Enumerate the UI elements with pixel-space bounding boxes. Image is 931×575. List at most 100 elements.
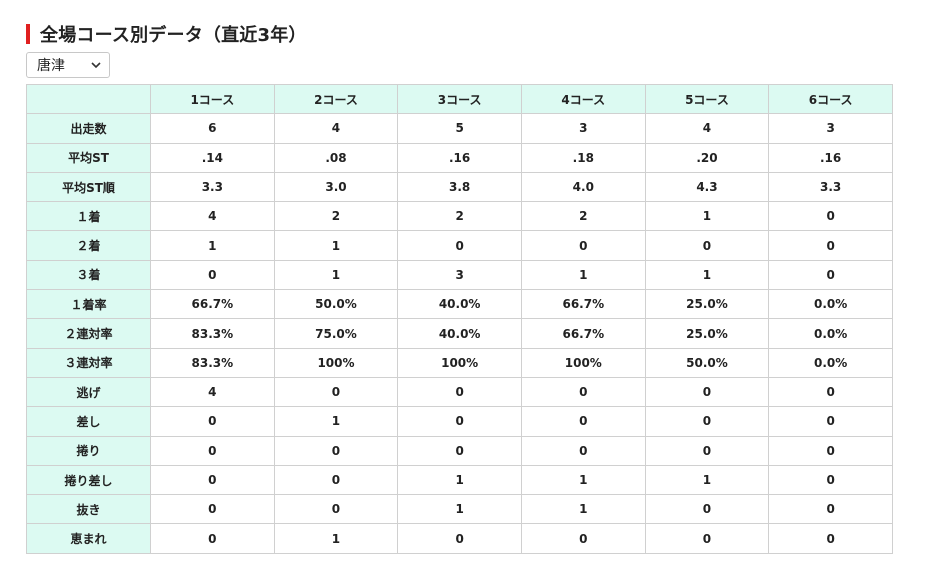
table-cell: 0 — [520, 230, 646, 261]
table-body: 出走数 6 4 5 3 4 3 平均ST .14.08.16.18.20.16 平均ST順 3.3 3… — [26, 113, 893, 554]
column-header: 3コース — [397, 83, 522, 115]
table-cell: .16 — [397, 142, 522, 173]
table-cell: 1 — [644, 201, 770, 232]
table-cell: 0 — [150, 435, 275, 466]
table-cell: 0 — [273, 376, 399, 408]
table-cell: 1 — [520, 259, 646, 291]
table-cell: 0 — [644, 376, 770, 408]
table-cell: .14 — [150, 142, 275, 173]
column-header: 4コース — [520, 83, 646, 115]
table-cell: 4 — [644, 113, 770, 144]
venue-select-value: 唐津 — [37, 58, 65, 74]
column-header: 2コース — [273, 83, 399, 115]
table-cell: 3 — [520, 113, 646, 144]
table-row: 逃げ 4 0 0 0 0 0 — [26, 376, 893, 408]
table-cell: 100% — [520, 347, 646, 378]
row-header: 平均ST順 — [26, 171, 151, 203]
venue-select[interactable]: 唐津 — [26, 52, 110, 78]
table-cell: 40.0% — [397, 318, 522, 349]
table-cell: 1 — [273, 406, 399, 437]
table-cell: 0.0% — [768, 318, 893, 349]
table-cell: 1 — [273, 230, 399, 261]
row-header: ２着 — [26, 230, 151, 261]
table-cell: 0.0% — [768, 289, 893, 320]
row-header: ３着 — [26, 259, 151, 291]
page-title: 全場コース別データ（直近3年） — [40, 25, 307, 46]
row-header: 逃げ — [26, 376, 151, 408]
row-header: ２連対率 — [26, 318, 151, 349]
table-cell: 0 — [768, 230, 893, 261]
table-row: ２連対率 83.3% 75.0% 40.0% 66.7% 25.0% 0.0% — [26, 318, 893, 349]
table-cell: 0 — [397, 406, 522, 437]
table-cell: 4 — [150, 201, 275, 232]
table-row: 恵まれ 0 1 0 0 0 0 — [26, 523, 893, 554]
table-cell: 0 — [150, 523, 275, 554]
table-cell: 3.0 — [273, 171, 399, 203]
row-header: 捲り差し — [26, 464, 151, 496]
table-row: 捲り差し 0 0 1 1 1 0 — [26, 464, 893, 496]
table-cell: 1 — [273, 259, 399, 291]
table-cell: 1 — [397, 464, 522, 496]
table-cell: 3.8 — [397, 171, 522, 203]
table-cell: 100% — [273, 347, 399, 378]
table-cell: .16 — [768, 142, 893, 173]
table-cell: 0 — [520, 523, 646, 554]
table-row: 出走数 6 4 5 3 4 3 — [26, 113, 893, 144]
row-header: 抜き — [26, 494, 151, 525]
column-header: 5コース — [644, 83, 770, 115]
table-cell: 1 — [644, 259, 770, 291]
table-cell: 0 — [273, 435, 399, 466]
table-cell: 40.0% — [397, 289, 522, 320]
table-cell: 50.0% — [644, 347, 770, 378]
table-row: 抜き 0 0 1 1 0 0 — [26, 494, 893, 525]
table-cell: 1 — [150, 230, 275, 261]
table-cell: 0.0% — [768, 347, 893, 378]
row-header: 恵まれ — [26, 523, 151, 554]
table-cell: 66.7% — [520, 289, 646, 320]
course-data-table: 1コース 2コース 3コース 4コース 5コース 6コース 出走数 6 4 5 3 4 3 平… — [26, 83, 893, 554]
table-cell: 3 — [397, 259, 522, 291]
table-cell: 0 — [520, 435, 646, 466]
table-cell: 1 — [520, 494, 646, 525]
table-cell: 0 — [644, 230, 770, 261]
table-cell: 50.0% — [273, 289, 399, 320]
title-accent-bar — [26, 24, 30, 44]
table-cell: 83.3% — [150, 347, 275, 378]
table-cell: 0 — [644, 523, 770, 554]
table-cell: 4 — [273, 113, 399, 144]
table-cell: .18 — [520, 142, 646, 173]
table-cell: 2 — [520, 201, 646, 232]
table-row: ３連対率 83.3% 100% 100% 100% 50.0% 0.0% — [26, 347, 893, 378]
table-cell: 2 — [273, 201, 399, 232]
table-row: １着 4 2 2 2 1 0 — [26, 201, 893, 232]
table-cell: 4.3 — [644, 171, 770, 203]
table-cell: 66.7% — [150, 289, 275, 320]
table-cell: 6 — [150, 113, 275, 144]
table-row: 平均ST順 3.3 3.0 3.8 4.0 4.3 3.3 — [26, 171, 893, 203]
row-header: 差し — [26, 406, 151, 437]
table-row: 差し 0 1 0 0 0 0 — [26, 406, 893, 437]
table-cell: 3.3 — [768, 171, 893, 203]
table-cell: 0 — [768, 259, 893, 291]
table-cell: 0 — [644, 494, 770, 525]
table-row: ３着 0 1 3 1 1 0 — [26, 259, 893, 291]
table-cell: 0 — [768, 523, 893, 554]
table-cell: 0 — [768, 494, 893, 525]
table-cell: .08 — [273, 142, 399, 173]
table-cell: 0 — [520, 406, 646, 437]
table-corner-cell — [26, 83, 151, 115]
column-header: 1コース — [150, 83, 275, 115]
table-cell: 0 — [273, 494, 399, 525]
table-header-row: 1コース 2コース 3コース 4コース 5コース 6コース — [26, 83, 893, 115]
table-cell: 5 — [397, 113, 522, 144]
table-cell: 25.0% — [644, 289, 770, 320]
table-cell: 0 — [520, 376, 646, 408]
table-cell: 66.7% — [520, 318, 646, 349]
table-cell: 4.0 — [520, 171, 646, 203]
table-cell: 0 — [150, 406, 275, 437]
table-row: 平均ST .14.08.16.18.20.16 — [26, 142, 893, 173]
table-cell: 25.0% — [644, 318, 770, 349]
table-cell: 0 — [768, 464, 893, 496]
table-cell: 100% — [397, 347, 522, 378]
